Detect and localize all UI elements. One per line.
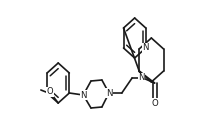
Text: N: N: [142, 43, 148, 53]
Text: O: O: [46, 88, 53, 97]
Text: N: N: [105, 88, 112, 97]
Text: N: N: [80, 90, 86, 99]
Text: N: N: [138, 74, 144, 82]
Text: O: O: [150, 99, 157, 107]
